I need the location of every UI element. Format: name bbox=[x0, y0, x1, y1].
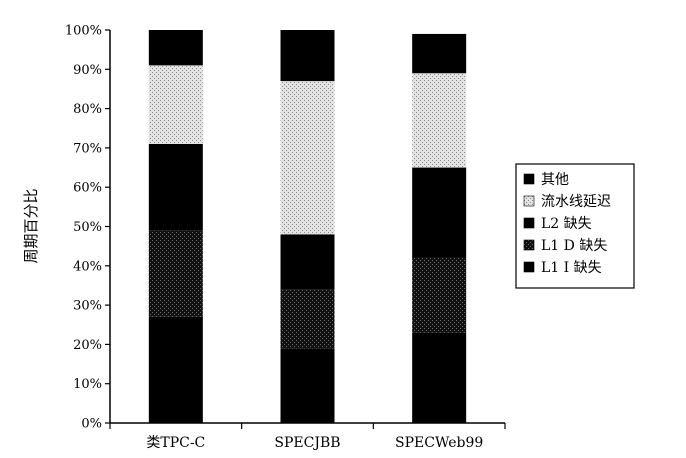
y-tick-label: 90% bbox=[73, 63, 102, 78]
bar-segment bbox=[280, 289, 335, 349]
y-tick-label: 80% bbox=[73, 102, 102, 117]
legend-label: 其他 bbox=[541, 172, 569, 188]
legend-swatch bbox=[523, 217, 535, 229]
bar-segment bbox=[148, 143, 203, 231]
legend-label: L1 I 缺失 bbox=[541, 260, 602, 276]
legend-label: L1 D 缺失 bbox=[541, 238, 607, 254]
bar-segment bbox=[412, 33, 467, 74]
y-tick-label: 60% bbox=[73, 181, 102, 196]
bar-segment bbox=[412, 257, 467, 333]
bar-segment bbox=[148, 30, 203, 66]
legend-swatch bbox=[523, 261, 535, 273]
legend-swatch bbox=[523, 173, 535, 185]
bar-segment bbox=[280, 30, 335, 82]
y-tick-label: 40% bbox=[73, 259, 102, 274]
legend-swatch bbox=[523, 195, 535, 207]
bar-segment bbox=[148, 65, 203, 144]
y-tick-label: 70% bbox=[73, 141, 102, 156]
legend-label: 流水线延迟 bbox=[541, 194, 611, 210]
bar-segment bbox=[412, 73, 467, 168]
x-axis: 类TPC-C SPECJBB SPECWeb99 bbox=[109, 422, 506, 451]
bar-segment bbox=[412, 332, 467, 423]
y-axis: 0% 10% 20% 30% 40% 50% 60% 70% 80% 90% 100% bbox=[65, 24, 111, 432]
y-tick-label: 100% bbox=[65, 24, 102, 39]
legend-label: L2 缺失 bbox=[541, 216, 592, 232]
x-tick-label: SPECJBB bbox=[274, 435, 340, 451]
legend-box bbox=[515, 163, 635, 289]
bars-group bbox=[148, 30, 467, 423]
bar-segment bbox=[280, 81, 335, 235]
bar-segment bbox=[412, 167, 467, 258]
x-tick-label: SPECWeb99 bbox=[395, 435, 483, 451]
bar-segment bbox=[148, 316, 203, 423]
y-tick-label: 20% bbox=[73, 338, 102, 353]
y-tick-label: 30% bbox=[73, 299, 102, 314]
y-tick-label: 50% bbox=[73, 220, 102, 235]
y-axis-label: 周期百分比 bbox=[22, 188, 40, 263]
x-tick-label: 类TPC-C bbox=[146, 435, 205, 451]
y-tick-label: 0% bbox=[81, 417, 102, 432]
legend-swatch bbox=[523, 239, 535, 251]
bar-segment bbox=[280, 348, 335, 423]
bar-segment bbox=[148, 230, 203, 317]
y-tick-label: 10% bbox=[73, 377, 102, 392]
bar-segment bbox=[280, 234, 335, 290]
